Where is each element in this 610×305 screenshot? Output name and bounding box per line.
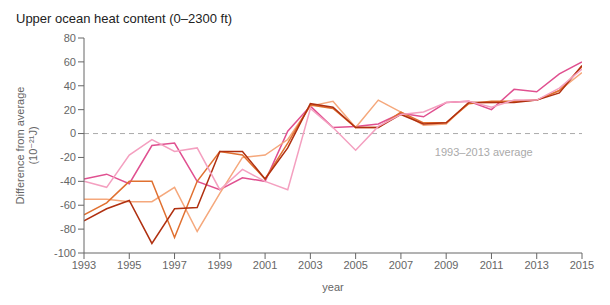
svg-text:-20: -20: [60, 151, 76, 163]
svg-text:-60: -60: [60, 199, 76, 211]
html-text:Upper ocean heat content (0–23: Upper ocean heat content (0–2300 ft): [16, 11, 233, 26]
svg-text:Difference from average(10⁻²¹J: Difference from average(10⁻²¹J): [14, 87, 39, 205]
svg-text:1993: 1993: [72, 259, 96, 271]
svg-text:1997: 1997: [162, 259, 186, 271]
svg-text:-100: -100: [54, 247, 76, 259]
svg-text:2007: 2007: [389, 259, 413, 271]
svg-text:2015: 2015: [570, 259, 594, 271]
svg-text:2003: 2003: [298, 259, 322, 271]
svg-text:2011: 2011: [480, 259, 504, 271]
svg-text:20: 20: [64, 104, 76, 116]
svg-text:2013: 2013: [524, 259, 548, 271]
svg-text:-40: -40: [60, 175, 76, 187]
svg-text:1993–2013 average: 1993–2013 average: [435, 146, 533, 158]
svg-text:2001: 2001: [253, 259, 277, 271]
svg-text:2009: 2009: [434, 259, 458, 271]
svg-text:year: year: [322, 281, 344, 293]
svg-text:80: 80: [64, 32, 76, 44]
svg-text:1995: 1995: [117, 259, 141, 271]
svg-text:40: 40: [64, 80, 76, 92]
svg-text:1999: 1999: [208, 259, 232, 271]
svg-text:60: 60: [64, 56, 76, 68]
svg-text:0: 0: [70, 127, 76, 139]
svg-text:-80: -80: [60, 223, 76, 235]
svg-text:2005: 2005: [343, 259, 367, 271]
